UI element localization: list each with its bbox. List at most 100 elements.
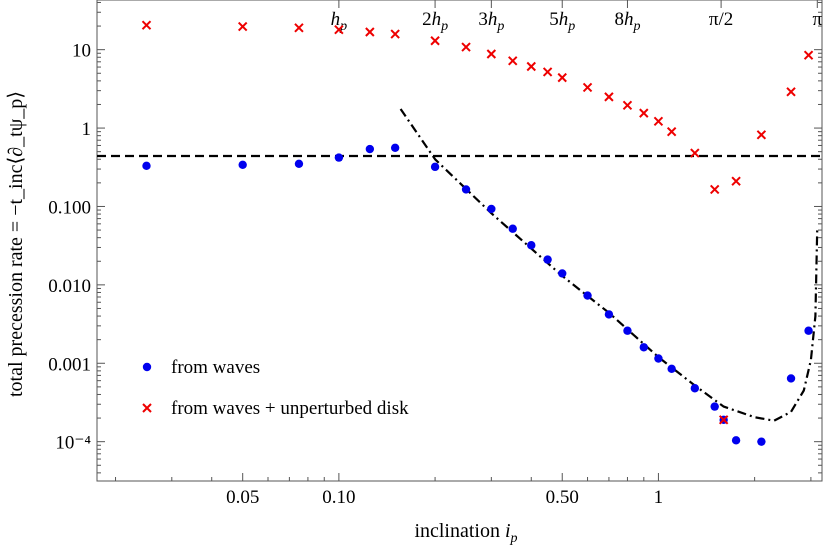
point-waves [654, 354, 663, 363]
top-tick-label-prefix: 8 [614, 9, 624, 30]
point-waves [527, 241, 536, 250]
legend-marker-waves-disk [142, 403, 152, 413]
top-tick-label-prefix: π/2 [709, 9, 733, 30]
point-waves [334, 153, 344, 162]
point-cross-stroke [622, 100, 633, 111]
point-waves-disk [237, 21, 248, 32]
point-waves-disk [294, 23, 304, 33]
point-waves [508, 224, 517, 233]
point-waves-disk [508, 56, 518, 66]
data-series [141, 20, 814, 446]
plot-frame [96, 0, 823, 482]
point-waves [710, 402, 719, 411]
point-waves-disk [526, 61, 536, 72]
top-tick-label-var: h [488, 9, 498, 30]
point-waves [390, 143, 400, 153]
point-waves-disk [666, 126, 677, 137]
point-cross-stroke [390, 29, 400, 39]
y-tick-label: 1 [82, 119, 92, 140]
y-tick-label: 10 [72, 41, 91, 62]
point-waves [583, 291, 592, 300]
top-tick-label-var: h [559, 9, 569, 30]
point-waves-disk [334, 24, 344, 35]
point-waves-disk [718, 415, 729, 425]
point-waves-disk [731, 176, 741, 186]
x-axis-title-var: i [505, 520, 511, 542]
top-tick-label-sub: p [567, 19, 575, 34]
point-waves [558, 269, 567, 278]
top-tick-label-sub: p [632, 19, 640, 34]
x-tick-label: 1 [654, 487, 664, 508]
point-waves-disk [653, 116, 664, 127]
point-cross-stroke [639, 108, 649, 118]
top-tick-label: 3hp [478, 9, 504, 34]
top-tick-label-var: h [624, 9, 634, 30]
point-waves-disk [542, 67, 553, 77]
point-waves [543, 255, 552, 264]
point-waves [786, 374, 796, 383]
point-waves-disk [803, 50, 814, 60]
point-waves [294, 159, 304, 169]
point-waves [731, 436, 741, 445]
top-tick-label-var: h [432, 9, 442, 30]
point-waves [365, 144, 375, 154]
point-waves-disk [141, 20, 152, 30]
x-axis-title: inclination ip [414, 520, 517, 546]
point-cross-stroke [557, 72, 567, 83]
top-tick-label: 5hp [549, 9, 575, 34]
y-axis-title: total precession rate = −t_inc⟨∂_tψ_p⟩ [5, 91, 27, 397]
point-waves [430, 162, 440, 172]
point-waves-disk [756, 130, 767, 140]
legend-marker-waves [142, 362, 152, 372]
top-tick-label-prefix: 3 [478, 9, 488, 30]
reference-lines [97, 108, 822, 422]
legend-label-waves-disk: from waves + unperturbed disk [171, 398, 409, 419]
point-cross-stroke [666, 126, 677, 137]
point-cross-stroke [653, 116, 664, 127]
point-waves-disk [430, 36, 440, 46]
point-cross-stroke [294, 23, 304, 33]
point-cross-stroke [786, 87, 796, 97]
top-tick-label-sub: p [496, 19, 504, 34]
point-waves [623, 326, 632, 335]
point-cross-stroke [486, 49, 497, 59]
top-tick-label: 8hp [614, 9, 640, 34]
x-axis-title-main: inclination [414, 520, 505, 542]
legend-label-waves: from waves [171, 357, 260, 378]
point-waves [487, 204, 496, 214]
top-tick-label-prefix: 5 [549, 9, 559, 30]
top-tick-label: π [812, 9, 822, 30]
point-waves [142, 161, 151, 171]
analytic-dashdot-curve [399, 108, 819, 422]
point-cross-stroke [508, 56, 518, 66]
point-cross-stroke [731, 176, 741, 186]
point-waves [238, 160, 247, 169]
point-cross-stroke [237, 21, 248, 32]
point-cross-stroke [141, 20, 152, 30]
point-waves-disk [604, 92, 614, 102]
point-waves [461, 185, 471, 194]
point-cross-stroke [709, 184, 720, 195]
point-cross-stroke [582, 82, 593, 93]
x-tick-label: 0.50 [546, 487, 579, 508]
point-waves [804, 326, 813, 335]
point-cross-stroke [690, 148, 700, 158]
y-tick-label: 0.001 [48, 354, 91, 375]
point-cross-stroke [803, 50, 814, 60]
top-tick-label-var: h [331, 9, 341, 30]
y-tick-label: 0.010 [48, 276, 91, 297]
x-tick-label: 0.10 [322, 487, 355, 508]
point-waves [690, 384, 700, 393]
top-tick-label-prefix: 2 [422, 9, 432, 30]
x-axis-title-sub: p [510, 531, 518, 546]
point-cross-stroke [430, 36, 440, 46]
top-tick-label: π/2 [709, 9, 733, 30]
point-cross-stroke [756, 130, 767, 140]
point-waves-disk [582, 82, 593, 93]
point-waves [757, 437, 766, 446]
point-waves [639, 343, 649, 352]
point-waves-disk [622, 100, 633, 111]
point-cross-stroke [365, 27, 375, 37]
